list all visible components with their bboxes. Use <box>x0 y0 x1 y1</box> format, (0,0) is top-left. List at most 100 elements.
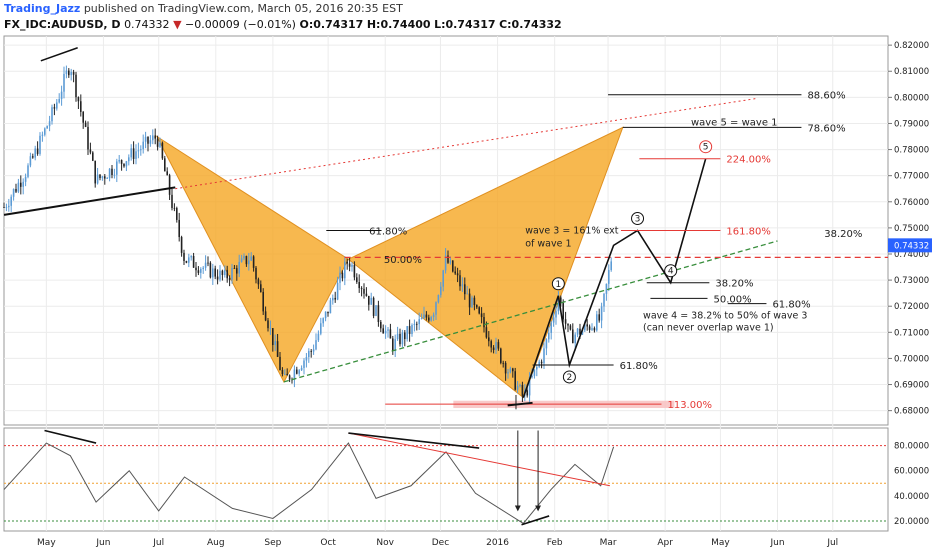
candle-body <box>466 293 468 295</box>
price-axis-label: 0.72000 <box>894 302 929 312</box>
candle-body <box>327 311 329 314</box>
candle-body <box>60 91 63 100</box>
candle-body <box>336 282 339 300</box>
candle-body <box>75 74 77 98</box>
candle-body <box>514 371 516 390</box>
candle-body <box>452 260 454 272</box>
candle-body <box>372 297 375 316</box>
candle-body <box>545 339 548 349</box>
candle-body <box>476 305 478 308</box>
candle-body <box>608 270 610 284</box>
candle-body <box>156 138 159 147</box>
candle-body <box>401 332 404 345</box>
candle-body <box>579 328 581 335</box>
candle-body <box>430 317 432 321</box>
candle-body <box>320 323 322 334</box>
candle-body <box>584 324 586 331</box>
candle-body <box>550 322 552 333</box>
rsi-panel-frame <box>3 427 889 532</box>
candle-body <box>332 297 334 301</box>
overlay-layer: 1 2 3 4 5 88.60% 78.60% 224.00% 161.80% 38.20% 50.… <box>3 47 888 411</box>
price-axis-label: 0.81000 <box>894 67 929 77</box>
candle-body <box>473 297 476 306</box>
candle-body <box>603 293 605 307</box>
price-axis-label: 0.75000 <box>894 224 929 234</box>
wave-circle-4 <box>664 264 678 278</box>
candle-body <box>68 70 70 76</box>
candle-body <box>125 161 128 167</box>
candle-body <box>128 157 130 162</box>
candle-body <box>178 219 180 238</box>
candle-body <box>598 314 600 321</box>
candle-body <box>101 176 104 179</box>
candle-body <box>108 168 111 179</box>
price-axis-label: 0.76000 <box>894 198 929 208</box>
candle-body <box>516 386 519 390</box>
wave-circle-1 <box>551 277 565 291</box>
candle-body <box>322 318 324 324</box>
candle-body <box>140 149 142 151</box>
rsi-axis-label: 20.0000 <box>894 517 929 527</box>
candle-body <box>84 122 87 127</box>
x-tick-label: Jul <box>152 538 164 548</box>
fib-label: 78.60% <box>807 123 845 134</box>
candle-body <box>600 306 603 321</box>
candle-body <box>207 262 209 264</box>
candle-body <box>572 329 574 344</box>
candle-body <box>3 207 5 208</box>
candle-body <box>370 297 372 305</box>
candle-body <box>80 101 82 112</box>
candle-body <box>363 288 365 294</box>
candle-body <box>185 260 188 263</box>
candle-body <box>509 368 512 373</box>
candle-body <box>219 270 221 280</box>
price-axis-label: 0.74000 <box>894 250 929 260</box>
x-tick-label: May <box>37 538 56 548</box>
candle-body <box>444 255 447 271</box>
candle-body <box>346 261 348 264</box>
candle-body <box>488 337 490 342</box>
candle-body <box>63 73 65 92</box>
candle-body <box>226 270 228 279</box>
candle-body <box>610 261 612 271</box>
candle-body <box>12 188 15 197</box>
candle-body <box>51 107 53 122</box>
rsi-line <box>3 442 615 525</box>
candle-body <box>305 357 308 361</box>
candle-body <box>447 255 449 263</box>
candle-body <box>569 325 572 330</box>
candle-body <box>29 156 32 166</box>
wave5-annotation: wave 5 = wave 1 <box>691 117 778 128</box>
candle-body <box>216 276 219 280</box>
candle-body <box>202 267 204 270</box>
candle-body <box>351 264 353 267</box>
candle-body <box>41 134 44 136</box>
candle-body <box>132 148 135 159</box>
wave4-annotation: wave 4 = 38.2% to 50% of wave 3 <box>643 311 807 322</box>
candle-body <box>324 311 327 319</box>
candle-body <box>231 268 233 280</box>
price-axis-label: 0.78000 <box>894 146 929 156</box>
candle-body <box>588 326 591 330</box>
last-price-tag <box>888 238 932 253</box>
author-link[interactable]: Trading_Jazz <box>4 2 81 15</box>
candle-body <box>44 128 46 135</box>
symbol-label: FX_IDC:AUDUSD, D <box>4 18 121 31</box>
candle-body <box>135 151 137 159</box>
candle-body <box>46 126 48 129</box>
x-tick-label: Dec <box>432 538 449 548</box>
candle-body <box>468 293 471 308</box>
candle-body <box>164 158 166 172</box>
candle-body <box>454 271 456 274</box>
fib-label: 88.60% <box>807 91 845 102</box>
candle-body <box>296 369 298 374</box>
rsi-trendline-red <box>348 432 611 487</box>
fib-label: 61.80% <box>620 361 658 372</box>
fib-label: 50.00% <box>714 294 752 305</box>
candle-body <box>8 205 10 208</box>
candle-body <box>168 175 171 195</box>
candle-body <box>243 256 245 259</box>
candle-body <box>593 328 596 331</box>
candle-body <box>392 338 394 351</box>
